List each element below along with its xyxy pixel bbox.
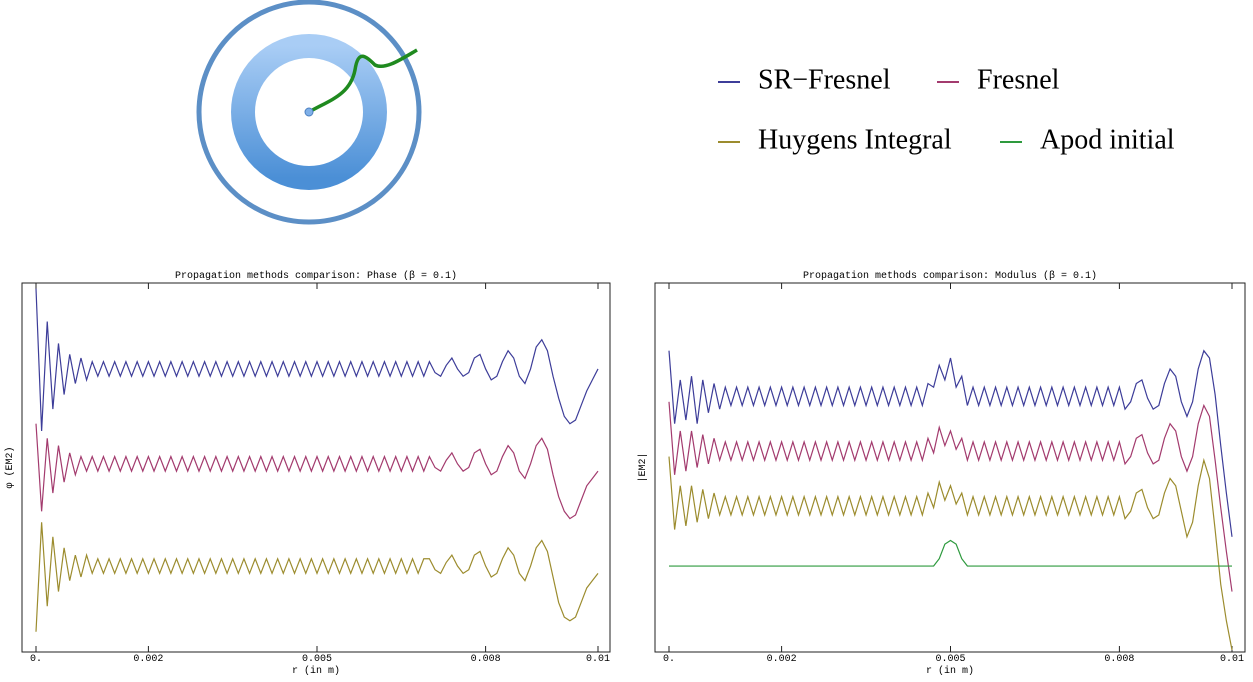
logo (196, 0, 422, 225)
x-tick-label: 0.008 (1104, 654, 1134, 665)
chart-title: Propagation methods comparison: Phase (β… (175, 270, 457, 282)
legend-label: Fresnel (977, 64, 1060, 95)
chart-title: Propagation methods comparison: Modulus … (803, 270, 1097, 282)
x-tick-label: 0.002 (767, 654, 797, 665)
x-tick-label: 0. (30, 654, 42, 665)
series-line (35, 288, 599, 432)
series-line (35, 423, 599, 520)
plot-frame (21, 282, 611, 653)
x-tick-label: 0.01 (586, 654, 610, 665)
x-axis-label: r (in m) (292, 665, 340, 677)
legend: SR−Fresnel Fresnel Huygens Integral Apod in… (718, 64, 1175, 155)
legend-label: Apod initial (1040, 124, 1175, 155)
plot-frame (654, 282, 1246, 653)
y-axis-label: φ (EM2) (4, 446, 16, 488)
series-line (669, 539, 1232, 567)
legend-label: SR−Fresnel (758, 64, 891, 95)
x-tick-label: 0. (663, 654, 675, 665)
legend-label: Huygens Integral (758, 124, 952, 155)
y-axis-label: |EM2| (637, 452, 649, 482)
series-line (668, 401, 1233, 592)
x-tick-label: 0.005 (302, 654, 332, 665)
series-line (668, 349, 1233, 537)
x-tick-label: 0.002 (133, 654, 163, 665)
x-tick-label: 0.01 (1220, 654, 1244, 665)
x-axis-label: r (in m) (926, 665, 974, 677)
x-tick-label: 0.008 (471, 654, 501, 665)
series-line (35, 522, 599, 632)
series-line (668, 456, 1233, 651)
x-tick-label: 0.005 (935, 654, 965, 665)
